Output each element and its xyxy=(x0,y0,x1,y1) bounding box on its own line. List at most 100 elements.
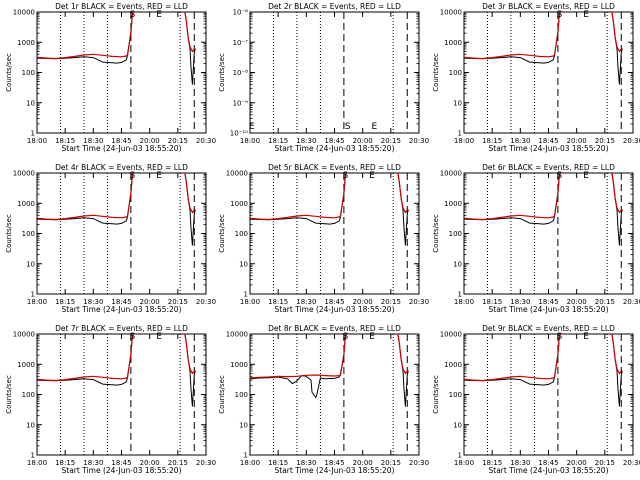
y-tick-label: 10 xyxy=(239,421,248,429)
x-tick-label: 18:15 xyxy=(55,137,75,145)
event-marker-label: S xyxy=(556,171,562,181)
event-marker-label: E xyxy=(156,10,162,20)
x-tick-label: 18:00 xyxy=(454,298,474,306)
x-tick-label: 18:30 xyxy=(296,137,316,145)
lld-series-line xyxy=(611,11,623,53)
y-tick-label: 1 xyxy=(458,452,462,460)
x-tick-label: 18:45 xyxy=(324,137,344,145)
x-tick-label: 18:00 xyxy=(454,137,474,145)
x-tick-label: 20:15 xyxy=(595,137,615,145)
x-tick-label: 18:00 xyxy=(240,298,260,306)
x-tick-label: 18:30 xyxy=(510,298,530,306)
x-tick-label: 18:00 xyxy=(240,137,260,145)
x-tick-label: 20:30 xyxy=(196,459,216,467)
y-tick-label: 10 xyxy=(26,421,35,429)
x-tick-label: 18:45 xyxy=(111,298,131,306)
x-tick-label: 20:00 xyxy=(353,298,373,306)
x-tick-label: 18:30 xyxy=(83,137,103,145)
x-tick-label: 18:00 xyxy=(27,298,47,306)
y-tick-label: 1 xyxy=(31,452,35,460)
panel-title: Det 7r BLACK = Events, RED = LLD xyxy=(55,324,188,333)
panel-title: Det 3r BLACK = Events, RED = LLD xyxy=(482,2,615,11)
panel-title: Det 9r BLACK = Events, RED = LLD xyxy=(482,324,615,333)
y-tick-label: 10000 xyxy=(13,9,35,17)
x-tick-label: 18:15 xyxy=(268,137,288,145)
x-tick-label: 18:15 xyxy=(482,459,502,467)
x-tick-label: 18:30 xyxy=(510,137,530,145)
y-tick-label: 10 xyxy=(453,99,462,107)
x-tick-label: 18:45 xyxy=(111,459,131,467)
y-tick-label: 1 xyxy=(244,452,248,460)
y-tick-label: 1000 xyxy=(230,361,248,369)
y-tick-label: 10000 xyxy=(440,331,462,339)
x-tick-label: 18:30 xyxy=(83,459,103,467)
panel-title: Det 2r BLACK = Events, RED = LLD xyxy=(268,2,401,11)
x-axis-label: Start Time (24-Jun-03 18:55:20) xyxy=(62,305,182,314)
lld-series-line xyxy=(36,172,134,221)
event-marker-label: E xyxy=(156,332,162,342)
y-tick-label: 10⁻⁹ xyxy=(233,99,249,107)
detector-panel-8: Det 8r BLACK = Events, RED = LLD 1 10 100 10… xyxy=(218,324,429,475)
lld-series-line xyxy=(184,172,196,214)
event-marker-label: E xyxy=(369,171,375,181)
x-tick-label: 18:15 xyxy=(55,298,75,306)
x-axis-label: Start Time (24-Jun-03 18:55:20) xyxy=(489,144,609,153)
x-tick-label: 18:00 xyxy=(240,459,260,467)
y-tick-label: 10 xyxy=(26,260,35,268)
y-tick-label: 1000 xyxy=(230,200,248,208)
panel-title: Det 8r BLACK = Events, RED = LLD xyxy=(268,324,401,333)
x-axis-label: Start Time (24-Jun-03 18:55:20) xyxy=(275,466,395,475)
lld-series-line xyxy=(36,333,134,382)
y-axis-label: Counts/sec xyxy=(218,53,226,92)
panel-title: Det 5r BLACK = Events, RED = LLD xyxy=(268,163,401,172)
y-axis-label: Counts/sec xyxy=(432,214,440,253)
y-tick-label: 1000 xyxy=(444,39,462,47)
x-tick-label: 20:15 xyxy=(595,298,615,306)
x-tick-label: 20:30 xyxy=(623,137,640,145)
x-tick-label: 18:30 xyxy=(510,459,530,467)
event-marker-label: S xyxy=(556,332,562,342)
x-tick-label: 20:15 xyxy=(381,137,401,145)
event-marker-label: S xyxy=(129,10,135,20)
panel-title: Det 6r BLACK = Events, RED = LLD xyxy=(482,163,615,172)
x-tick-label: 18:15 xyxy=(482,298,502,306)
y-axis-label: Counts/sec xyxy=(5,53,13,92)
y-tick-label: 100 xyxy=(235,230,248,238)
detector-panel-1: Det 1r BLACK = Events, RED = LLD 1 10 100 10… xyxy=(5,2,216,153)
lld-series-line xyxy=(611,172,623,214)
x-tick-label: 20:15 xyxy=(168,137,188,145)
y-tick-label: 10⁻⁶ xyxy=(233,9,249,17)
lld-series-line xyxy=(184,333,196,375)
event-marker-label: E xyxy=(372,122,378,132)
x-tick-label: 20:00 xyxy=(140,298,160,306)
lld-series-line xyxy=(184,11,196,53)
y-axis-label: Counts/sec xyxy=(218,214,226,253)
lld-series-line xyxy=(611,333,623,375)
x-tick-label: 20:00 xyxy=(567,298,587,306)
y-tick-label: 1000 xyxy=(17,200,35,208)
detector-panel-4: Det 4r BLACK = Events, RED = LLD 1 10 100 10… xyxy=(5,163,216,314)
x-tick-label: 20:15 xyxy=(168,298,188,306)
x-tick-label: 18:00 xyxy=(454,459,474,467)
y-tick-label: 1000 xyxy=(444,200,462,208)
x-tick-label: 18:15 xyxy=(268,298,288,306)
y-tick-label: 10000 xyxy=(226,331,248,339)
y-tick-label: 10000 xyxy=(13,170,35,178)
lld-series-line xyxy=(463,11,561,60)
event-marker-label: E xyxy=(369,332,375,342)
panel-title: Det 1r BLACK = Events, RED = LLD xyxy=(55,2,188,11)
event-marker-label: E xyxy=(583,332,589,342)
x-tick-label: 20:00 xyxy=(353,137,373,145)
x-tick-label: 18:45 xyxy=(324,459,344,467)
y-tick-label: 100 xyxy=(22,230,35,238)
x-tick-label: 20:00 xyxy=(353,459,373,467)
y-tick-label: 100 xyxy=(449,69,462,77)
y-tick-label: 100 xyxy=(449,391,462,399)
event-marker-label: S xyxy=(342,171,348,181)
event-marker-label: E xyxy=(249,122,255,132)
x-tick-label: 20:30 xyxy=(409,298,429,306)
x-tick-label: 18:00 xyxy=(27,137,47,145)
y-tick-label: 10 xyxy=(239,260,248,268)
event-marker-label: E xyxy=(583,171,589,181)
x-tick-label: 20:00 xyxy=(140,137,160,145)
